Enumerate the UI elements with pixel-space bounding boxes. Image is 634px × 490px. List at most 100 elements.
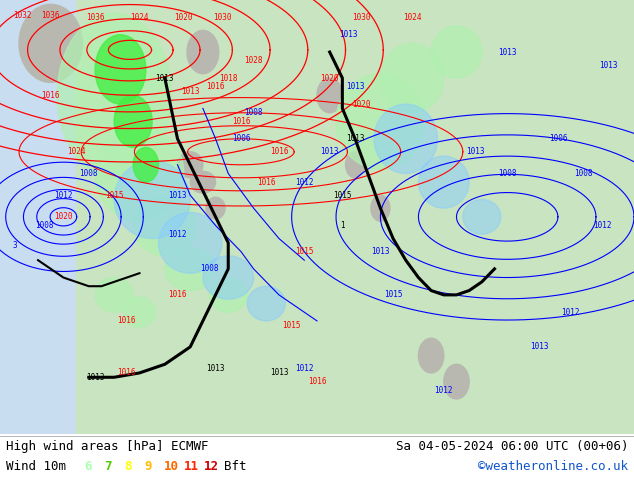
Text: 1008: 1008 <box>498 169 517 178</box>
Text: 1016: 1016 <box>117 317 136 325</box>
Text: 1008: 1008 <box>244 108 263 117</box>
Ellipse shape <box>133 195 197 256</box>
FancyBboxPatch shape <box>0 0 520 490</box>
Text: 10: 10 <box>164 460 179 473</box>
Text: 1006: 1006 <box>231 134 250 143</box>
Text: 1013: 1013 <box>181 87 200 96</box>
Ellipse shape <box>158 213 222 273</box>
Text: 1015: 1015 <box>333 191 352 199</box>
Text: Sa 04-05-2024 06:00 UTC (00+06): Sa 04-05-2024 06:00 UTC (00+06) <box>396 440 628 453</box>
Text: 1015: 1015 <box>105 191 124 199</box>
Text: 1024: 1024 <box>130 13 149 22</box>
Text: ©weatheronline.co.uk: ©weatheronline.co.uk <box>478 460 628 473</box>
Text: 1020: 1020 <box>54 212 73 221</box>
Text: 8: 8 <box>124 460 131 473</box>
Text: 1012: 1012 <box>168 230 187 239</box>
Text: 1036: 1036 <box>86 13 105 22</box>
Text: 1012: 1012 <box>295 364 314 373</box>
Ellipse shape <box>444 364 469 399</box>
Ellipse shape <box>114 160 190 239</box>
Ellipse shape <box>114 96 152 147</box>
Ellipse shape <box>203 256 254 299</box>
Ellipse shape <box>418 338 444 373</box>
Ellipse shape <box>95 126 184 221</box>
Ellipse shape <box>19 4 82 82</box>
Ellipse shape <box>95 35 146 104</box>
Text: 1015: 1015 <box>384 291 403 299</box>
Text: 1015: 1015 <box>282 321 301 330</box>
Text: 1016: 1016 <box>117 368 136 377</box>
Text: 1006: 1006 <box>548 134 567 143</box>
FancyBboxPatch shape <box>76 0 634 490</box>
Text: 1016: 1016 <box>231 117 250 126</box>
Text: 11: 11 <box>184 460 199 473</box>
Ellipse shape <box>374 104 437 173</box>
Ellipse shape <box>187 30 219 74</box>
Text: 9: 9 <box>144 460 152 473</box>
Text: 1012: 1012 <box>295 178 314 187</box>
Text: Wind 10m: Wind 10m <box>6 460 66 473</box>
Text: 1013: 1013 <box>206 364 225 373</box>
Text: 1013: 1013 <box>371 247 390 256</box>
Text: 1013: 1013 <box>498 48 517 56</box>
Text: 1018: 1018 <box>219 74 238 82</box>
Ellipse shape <box>336 74 425 169</box>
Text: 1013: 1013 <box>529 343 548 351</box>
Text: 1016: 1016 <box>307 377 327 386</box>
Ellipse shape <box>317 78 342 113</box>
Text: 1032: 1032 <box>13 11 32 20</box>
Text: 1013: 1013 <box>346 82 365 91</box>
Text: 1012: 1012 <box>54 191 73 199</box>
Ellipse shape <box>133 147 158 182</box>
Ellipse shape <box>95 277 133 312</box>
Text: 1: 1 <box>340 221 345 230</box>
Ellipse shape <box>209 277 247 312</box>
Text: 3: 3 <box>13 241 18 249</box>
Text: 1012: 1012 <box>561 308 580 317</box>
Text: 1024: 1024 <box>403 13 422 22</box>
Ellipse shape <box>418 156 469 208</box>
Text: 1013: 1013 <box>339 30 358 39</box>
Text: 12: 12 <box>204 460 219 473</box>
Text: 1008: 1008 <box>35 221 54 230</box>
Ellipse shape <box>57 13 171 178</box>
Ellipse shape <box>380 44 444 113</box>
Text: 1016: 1016 <box>257 178 276 187</box>
Text: 1020: 1020 <box>352 99 371 109</box>
Ellipse shape <box>431 26 482 78</box>
Text: 1030: 1030 <box>212 13 231 22</box>
Text: 1013: 1013 <box>599 61 618 70</box>
Text: 1008: 1008 <box>200 265 219 273</box>
Text: 1013: 1013 <box>320 147 339 156</box>
Text: 1020: 1020 <box>320 74 339 82</box>
Text: 1036: 1036 <box>41 11 60 20</box>
Text: Bft: Bft <box>224 460 247 473</box>
Ellipse shape <box>124 297 155 327</box>
Text: 1013: 1013 <box>269 368 288 377</box>
Text: 1013: 1013 <box>346 134 365 143</box>
Ellipse shape <box>190 172 216 193</box>
Text: High wind areas [hPa] ECMWF: High wind areas [hPa] ECMWF <box>6 440 209 453</box>
Text: 1016: 1016 <box>41 91 60 100</box>
Text: 1024: 1024 <box>67 147 86 156</box>
Text: 1012: 1012 <box>434 386 453 395</box>
Text: 1013: 1013 <box>168 191 187 199</box>
Text: 1016: 1016 <box>168 291 187 299</box>
Text: 1013: 1013 <box>155 74 174 82</box>
Text: 1028: 1028 <box>244 56 263 65</box>
Text: 1015: 1015 <box>295 247 314 256</box>
Text: 7: 7 <box>104 460 112 473</box>
Text: 1016: 1016 <box>269 147 288 156</box>
Text: 1012: 1012 <box>593 221 612 230</box>
Text: 1008: 1008 <box>574 169 593 178</box>
Ellipse shape <box>346 152 365 178</box>
Ellipse shape <box>165 247 216 291</box>
Ellipse shape <box>206 197 225 219</box>
Ellipse shape <box>247 286 285 321</box>
Text: 1020: 1020 <box>174 13 193 22</box>
Text: 1013: 1013 <box>86 373 105 382</box>
Ellipse shape <box>371 195 390 221</box>
Ellipse shape <box>178 152 203 178</box>
Text: 1013: 1013 <box>466 147 485 156</box>
Text: 1008: 1008 <box>79 169 98 178</box>
